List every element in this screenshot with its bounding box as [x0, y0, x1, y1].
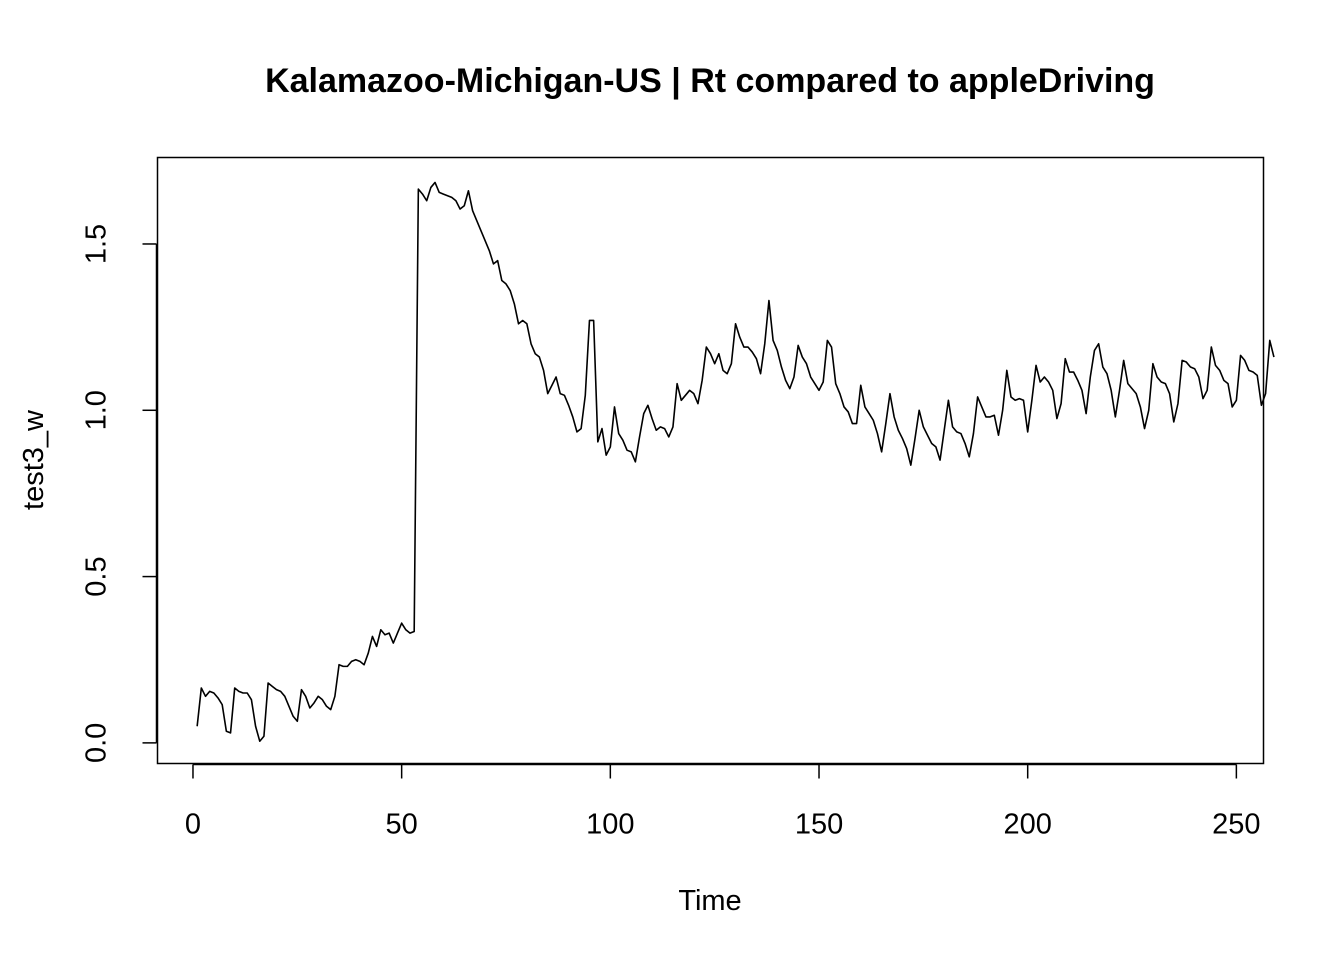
plot-frame: [156, 156, 1265, 765]
x-tick-label: 200: [1003, 809, 1051, 841]
y-tick-label: 1.5: [81, 224, 113, 264]
y-axis-label: test3_w: [18, 409, 50, 510]
x-tick-label: 250: [1212, 809, 1260, 841]
y-tick-label: 0.5: [81, 556, 113, 596]
x-tick-label: 0: [185, 809, 201, 841]
y-tick-label: 1.0: [81, 390, 113, 430]
y-axis: 0.0 0.5 1.0 1.5: [81, 224, 158, 763]
x-axis: 0 50 100 150 200 250: [185, 763, 1261, 841]
x-tick-label: 100: [586, 809, 634, 841]
x-tick-label: 150: [795, 809, 843, 841]
series-layer: [196, 181, 1275, 743]
x-axis-label: Time: [678, 885, 741, 917]
y-tick-label: 0.0: [81, 723, 113, 763]
chart-title: Kalamazoo-Michigan-US | Rt compared to a…: [265, 62, 1155, 100]
x-tick-label: 50: [386, 809, 418, 841]
series-line: [196, 181, 1275, 743]
